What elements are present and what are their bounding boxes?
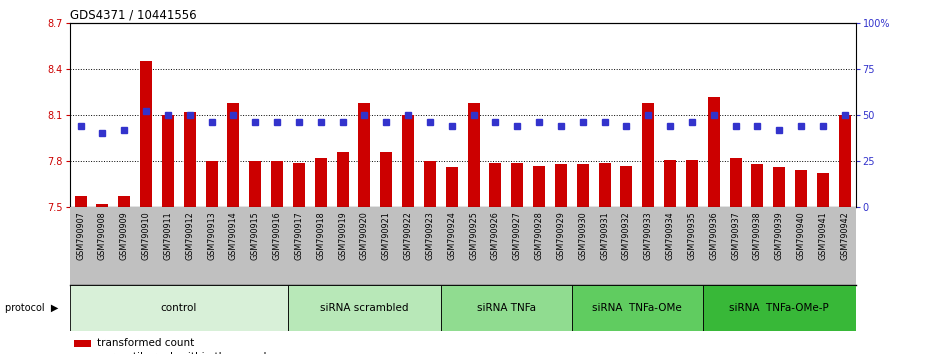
Bar [162, 115, 174, 354]
Bar [288, 285, 441, 331]
Text: GSM790914: GSM790914 [229, 211, 238, 259]
Text: GSM790913: GSM790913 [207, 211, 216, 259]
Text: GSM790930: GSM790930 [578, 211, 587, 259]
Bar [206, 161, 218, 354]
Text: GSM790925: GSM790925 [469, 211, 478, 260]
Bar [402, 115, 414, 354]
Bar [489, 162, 501, 354]
Text: GSM790917: GSM790917 [295, 211, 303, 260]
Bar [97, 204, 109, 354]
Bar [703, 285, 856, 331]
Bar [729, 158, 741, 354]
Text: siRNA  TNFa-OMe: siRNA TNFa-OMe [592, 303, 683, 313]
Bar [445, 167, 458, 354]
Text: GSM790921: GSM790921 [382, 211, 391, 260]
Bar [441, 285, 572, 331]
Bar [70, 285, 288, 331]
Bar [74, 196, 86, 354]
Bar [773, 167, 785, 354]
Bar [249, 161, 261, 354]
Text: GSM790910: GSM790910 [141, 211, 151, 259]
Bar [533, 166, 545, 354]
Text: GSM790935: GSM790935 [687, 211, 697, 260]
Bar [817, 173, 829, 354]
Bar [686, 160, 698, 354]
Bar [708, 97, 720, 354]
Text: GSM790939: GSM790939 [775, 211, 784, 260]
Text: GSM790908: GSM790908 [98, 211, 107, 259]
Bar [572, 285, 703, 331]
Text: GSM790907: GSM790907 [76, 211, 86, 260]
Text: GSM790937: GSM790937 [731, 211, 740, 260]
Text: GSM790940: GSM790940 [796, 211, 805, 259]
Bar [468, 103, 480, 354]
Bar [337, 152, 349, 354]
Bar [228, 103, 239, 354]
Text: GSM790919: GSM790919 [339, 211, 347, 260]
Bar [664, 160, 676, 354]
Text: siRNA scrambled: siRNA scrambled [320, 303, 408, 313]
Text: GSM790922: GSM790922 [404, 211, 413, 260]
Text: GSM790912: GSM790912 [185, 211, 194, 260]
Text: transformed count: transformed count [97, 338, 194, 348]
Text: siRNA  TNFa-OMe-P: siRNA TNFa-OMe-P [729, 303, 829, 313]
Text: GSM790936: GSM790936 [710, 211, 718, 259]
Bar [577, 164, 589, 354]
Bar [293, 162, 305, 354]
Text: GSM790938: GSM790938 [753, 211, 762, 259]
Text: GSM790924: GSM790924 [447, 211, 457, 260]
Bar [358, 103, 370, 354]
Text: GDS4371 / 10441556: GDS4371 / 10441556 [70, 9, 196, 22]
Text: control: control [161, 303, 197, 313]
Bar [555, 164, 567, 354]
Text: GSM790933: GSM790933 [644, 211, 653, 259]
Bar [512, 162, 524, 354]
Text: GSM790916: GSM790916 [272, 211, 282, 259]
Bar [424, 161, 436, 354]
Text: GSM790932: GSM790932 [622, 211, 631, 260]
Text: GSM790911: GSM790911 [164, 211, 172, 259]
Text: GSM790923: GSM790923 [425, 211, 434, 260]
Text: GSM790942: GSM790942 [840, 211, 849, 260]
Bar [620, 166, 632, 354]
Text: GSM790928: GSM790928 [535, 211, 543, 260]
Text: GSM790918: GSM790918 [316, 211, 326, 259]
Bar [751, 164, 764, 354]
Text: siRNA TNFa: siRNA TNFa [477, 303, 536, 313]
Text: GSM790920: GSM790920 [360, 211, 369, 260]
Bar [118, 196, 130, 354]
Bar [795, 170, 807, 354]
Text: GSM790931: GSM790931 [600, 211, 609, 259]
Text: GSM790941: GSM790941 [818, 211, 828, 259]
Text: protocol  ▶: protocol ▶ [5, 303, 58, 313]
Text: GSM790909: GSM790909 [120, 211, 129, 260]
Text: GSM790927: GSM790927 [512, 211, 522, 260]
Text: GSM790934: GSM790934 [666, 211, 674, 259]
Bar [380, 152, 392, 354]
Text: GSM790915: GSM790915 [251, 211, 259, 260]
Bar [839, 115, 851, 354]
Bar [140, 61, 153, 354]
Bar [643, 103, 654, 354]
Text: GSM790929: GSM790929 [556, 211, 565, 260]
Bar [599, 162, 611, 354]
Bar [184, 112, 196, 354]
Bar [272, 161, 283, 354]
Text: GSM790926: GSM790926 [491, 211, 500, 260]
Bar [314, 158, 326, 354]
Text: percentile rank within the sample: percentile rank within the sample [97, 352, 272, 354]
